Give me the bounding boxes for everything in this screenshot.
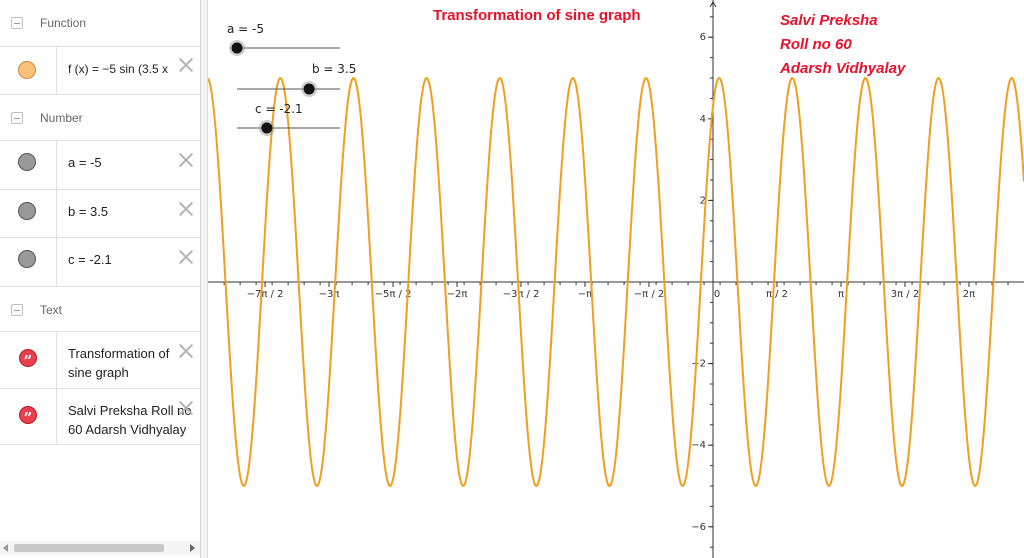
quote-icon[interactable]: ” xyxy=(19,349,37,370)
y-axis-arrow-icon xyxy=(709,1,717,8)
x-tick-label: −2π xyxy=(447,289,468,300)
function-curve-f[interactable] xyxy=(208,76,1024,488)
scrollbar-thumb[interactable] xyxy=(14,544,164,552)
text-line-1[interactable]: Salvi Preksha Roll no xyxy=(68,403,192,418)
number-row-c[interactable]: c = -2.1 xyxy=(0,237,200,286)
x-tick-label: −π xyxy=(578,289,592,300)
y-tick-label: −2 xyxy=(691,359,706,370)
text-row-author[interactable]: ” Salvi Preksha Roll no 60 Adarsh Vidhya… xyxy=(0,388,200,445)
author-line-school[interactable]: Adarsh Vidhyalay xyxy=(780,60,906,77)
collapse-minus-icon[interactable] xyxy=(11,17,23,29)
delete-x-icon[interactable] xyxy=(178,249,194,265)
y-tick-label: 4 xyxy=(700,114,706,125)
collapse-minus-icon[interactable] xyxy=(11,112,23,124)
category-function[interactable]: Function xyxy=(0,0,200,46)
slider-label[interactable]: b = 3.5 xyxy=(312,62,356,76)
delete-x-icon[interactable] xyxy=(178,57,194,73)
delete-x-icon[interactable] xyxy=(178,152,194,168)
graph-title[interactable]: Transformation of sine graph xyxy=(433,7,641,24)
x-tick-label: −3π xyxy=(319,289,340,300)
visibility-marble-icon[interactable] xyxy=(18,153,36,171)
number-row-a[interactable]: a = -5 xyxy=(0,140,200,189)
text-row-title[interactable]: ” Transformation of sine graph xyxy=(0,331,200,388)
y-tick-label: −4 xyxy=(691,440,706,451)
x-tick-label: −3π / 2 xyxy=(503,289,540,300)
delete-x-icon[interactable] xyxy=(178,201,194,217)
author-line-name[interactable]: Salvi Preksha xyxy=(780,12,878,29)
scroll-right-icon[interactable] xyxy=(190,544,195,552)
text-line-1[interactable]: Transformation of xyxy=(68,346,170,361)
y-tick-label: 2 xyxy=(700,195,706,206)
category-label-text: Text xyxy=(40,303,63,317)
text-line-2[interactable]: sine graph xyxy=(68,365,129,380)
function-row-f[interactable]: f (x) = −5 sin (3.5 x xyxy=(0,46,200,94)
delete-x-icon[interactable] xyxy=(178,343,194,359)
marble-column xyxy=(0,238,57,286)
quote-icon[interactable]: ” xyxy=(19,406,37,427)
x-tick-label: −π / 2 xyxy=(634,289,665,300)
slider-label[interactable]: c = -2.1 xyxy=(255,102,303,116)
x-tick-label: −5π / 2 xyxy=(375,289,412,300)
function-definition[interactable]: f (x) = −5 sin (3.5 x xyxy=(68,62,169,76)
x-tick-label: 0 xyxy=(714,289,720,300)
author-line-roll[interactable]: Roll no 60 xyxy=(780,36,852,53)
y-tick-label: 6 xyxy=(700,32,706,43)
slider-knob[interactable] xyxy=(261,122,273,134)
x-tick-label: 2π xyxy=(963,289,975,300)
delete-x-icon[interactable] xyxy=(178,400,194,416)
visibility-marble-icon[interactable] xyxy=(18,202,36,220)
slider-label[interactable]: a = -5 xyxy=(227,22,264,36)
marble-column: ” xyxy=(0,389,57,444)
marble-column xyxy=(0,141,57,189)
visibility-marble-icon[interactable] xyxy=(18,250,36,268)
marble-column xyxy=(0,47,57,94)
number-definition-c[interactable]: c = -2.1 xyxy=(68,252,112,267)
number-definition-a[interactable]: a = -5 xyxy=(68,155,102,170)
slider-knob[interactable] xyxy=(231,42,243,54)
number-definition-b[interactable]: b = 3.5 xyxy=(68,204,109,219)
x-tick-label: 3π / 2 xyxy=(891,289,919,300)
x-tick-label: π / 2 xyxy=(766,289,788,300)
algebra-view: Function f (x) = −5 sin (3.5 x Number a … xyxy=(0,0,201,558)
slider-knob[interactable] xyxy=(303,83,315,95)
category-label-number: Number xyxy=(40,111,83,125)
number-row-b[interactable]: b = 3.5 xyxy=(0,189,200,237)
visibility-marble-icon[interactable] xyxy=(18,61,36,79)
marble-column: ” xyxy=(0,332,57,388)
y-tick-label: −6 xyxy=(691,522,706,533)
category-text[interactable]: Text xyxy=(0,286,200,332)
category-number[interactable]: Number xyxy=(0,94,200,140)
x-tick-label: −7π / 2 xyxy=(247,289,284,300)
text-line-2[interactable]: 60 Adarsh Vidhyalay xyxy=(68,422,187,437)
view-divider[interactable] xyxy=(201,0,208,558)
scroll-left-icon[interactable] xyxy=(3,544,8,552)
category-label-function: Function xyxy=(40,16,87,30)
x-tick-label: π xyxy=(838,289,844,300)
collapse-minus-icon[interactable] xyxy=(11,304,23,316)
horizontal-scrollbar[interactable] xyxy=(0,541,200,555)
marble-column xyxy=(0,190,57,237)
